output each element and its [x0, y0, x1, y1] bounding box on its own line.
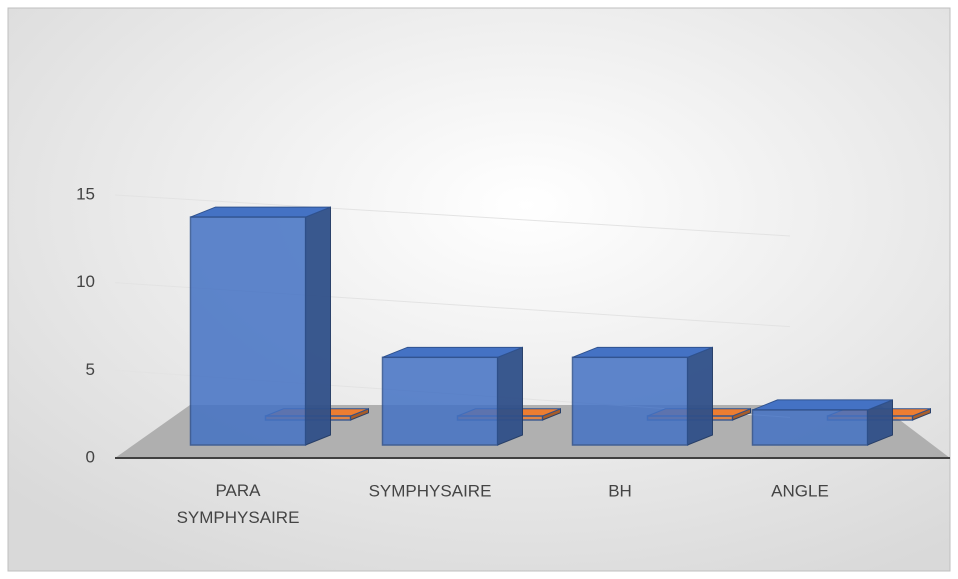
bar-side [305, 206, 331, 446]
y-tick-label: 0 [86, 447, 95, 466]
y-tick-label: 10 [76, 272, 95, 291]
bar [571, 346, 713, 446]
bar-side [687, 346, 713, 446]
y-tick-label: 5 [86, 360, 95, 379]
x-tick-label: SYMPHYSAIRE [369, 481, 492, 500]
x-tick-label: ANGLE [771, 481, 829, 500]
bar-front [751, 409, 869, 446]
bar-top [752, 399, 893, 411]
bar [189, 206, 331, 446]
grid-line [114, 194, 791, 237]
bar [751, 399, 893, 446]
bar-front [381, 356, 499, 446]
bar-front [571, 356, 689, 446]
x-tick-label-line: SYMPHYSAIRE [177, 508, 300, 527]
bar-side [497, 346, 523, 446]
background [7, 7, 951, 572]
bar [381, 346, 523, 446]
bar-front [189, 216, 307, 446]
bar-top [382, 346, 523, 358]
bar-top [572, 346, 713, 358]
y-tick-label: 15 [76, 184, 95, 203]
x-tick-label: BH [608, 481, 632, 500]
bar-top [190, 206, 331, 218]
x-tick-label: PARA SYMPHYSAIRE [177, 481, 300, 527]
x-tick-label-line: PARA [215, 481, 261, 500]
